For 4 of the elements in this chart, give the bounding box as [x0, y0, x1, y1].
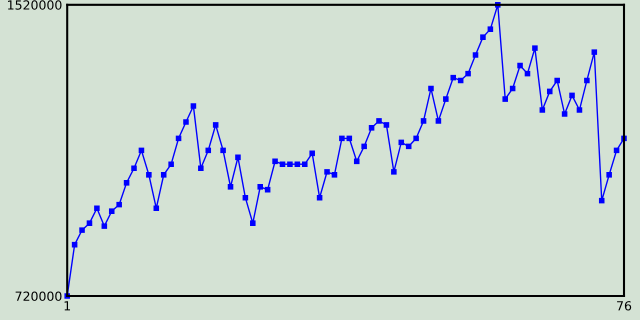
y-tick-label: 1520000	[8, 0, 62, 10]
x-tick-label: 1	[64, 301, 70, 310]
x-tick-label: 76	[617, 301, 632, 311]
y-tick-label: 720000	[16, 291, 62, 301]
